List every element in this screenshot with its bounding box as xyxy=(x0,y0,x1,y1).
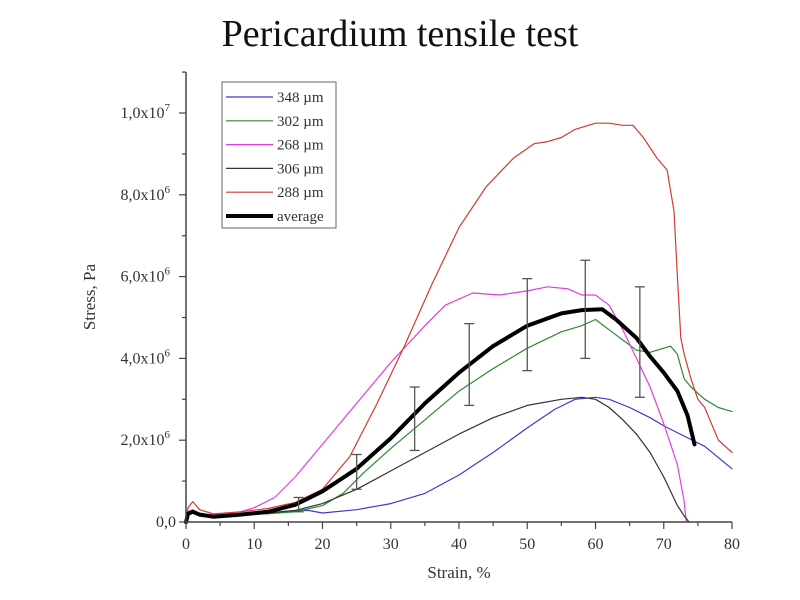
series-line-4 xyxy=(185,122,733,523)
x-tick-label: 30 xyxy=(383,536,399,553)
y-tick-mantissa: 6,0x10 xyxy=(121,269,165,286)
y-tick-mantissa: 8,0x10 xyxy=(121,187,165,204)
legend-entry: 288 µm xyxy=(226,185,324,201)
y-tick-label: 0,0 xyxy=(156,514,176,531)
y-tick-exponent: 6 xyxy=(165,266,171,278)
legend-entry: 306 µm xyxy=(226,161,324,177)
y-tick-mantissa: 1,0x10 xyxy=(121,105,165,122)
error-bar-layer xyxy=(293,259,645,513)
error-bar xyxy=(522,277,533,372)
y-tick-label: 1,0x107 xyxy=(121,102,171,122)
y-tick-label: 6,0x106 xyxy=(121,266,171,286)
x-tick-label: 20 xyxy=(315,536,331,553)
x-tick-label: 40 xyxy=(451,536,467,553)
y-tick-exponent: 6 xyxy=(165,184,171,196)
series-line-1 xyxy=(185,318,733,523)
legend-entry: 348 µm xyxy=(226,90,324,106)
series-line-5 xyxy=(184,307,697,524)
error-bar xyxy=(351,453,362,490)
y-tick-label: 8,0x106 xyxy=(121,184,171,204)
legend-label: 268 µm xyxy=(277,138,324,154)
legend: 348 µm 302 µm 268 µm 306 µm 288 µm average xyxy=(221,81,337,229)
legend-entry: 268 µm xyxy=(226,138,324,154)
y-tick-exponent: 6 xyxy=(165,429,171,441)
y-tick-label: 2,0x106 xyxy=(121,429,171,449)
error-bar xyxy=(580,259,591,360)
x-tick-label: 10 xyxy=(246,536,262,553)
y-axis-label: Stress, Pa xyxy=(80,263,99,330)
y-tick-mantissa: 4,0x10 xyxy=(121,350,165,367)
legend-label: 302 µm xyxy=(277,114,324,130)
x-tick-label: 70 xyxy=(656,536,672,553)
x-axis-label: Strain, % xyxy=(427,563,490,582)
error-bar xyxy=(634,286,645,398)
x-ticks: 0 10 20 30 40 50 60 70 80 xyxy=(182,522,740,553)
series-line-3 xyxy=(185,396,690,523)
x-tick-label: 80 xyxy=(724,536,740,553)
x-tick-label: 50 xyxy=(519,536,535,553)
series-line-0 xyxy=(185,396,733,523)
legend-label: average xyxy=(277,209,324,225)
legend-label: 306 µm xyxy=(277,161,324,177)
y-tick-exponent: 6 xyxy=(165,347,171,359)
y-tick-label: 4,0x106 xyxy=(121,347,171,367)
y-tick-mantissa: 2,0x10 xyxy=(121,432,165,449)
legend-label: 348 µm xyxy=(277,90,324,106)
legend-label: 288 µm xyxy=(277,185,324,201)
error-bar xyxy=(293,496,304,513)
error-bar xyxy=(409,386,420,452)
error-bar xyxy=(464,322,475,407)
legend-entry: 302 µm xyxy=(226,114,324,130)
x-tick-label: 0 xyxy=(182,536,190,553)
y-tick-mantissa: 0,0 xyxy=(156,514,176,531)
legend-box xyxy=(221,81,337,229)
y-tick-exponent: 7 xyxy=(165,102,171,114)
legend-entry: average xyxy=(226,209,324,225)
x-tick-label: 60 xyxy=(588,536,604,553)
chart-title: Pericardium tensile test xyxy=(221,13,579,55)
